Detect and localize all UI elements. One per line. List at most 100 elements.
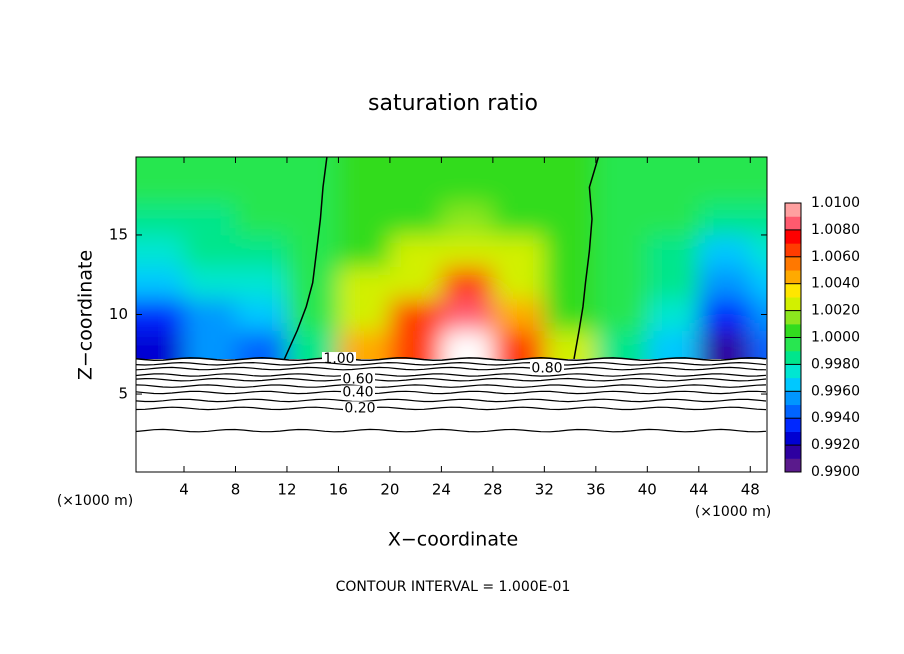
field-cell [441, 298, 494, 331]
field-cell [698, 234, 751, 268]
field-cell [389, 203, 442, 236]
field-cell [235, 234, 288, 268]
contour-label: 0.40 [342, 384, 373, 400]
colorbar-box [785, 377, 801, 392]
field-cell [184, 203, 236, 236]
field-cell [136, 171, 185, 204]
field-cell [647, 234, 700, 268]
field-cell [750, 203, 767, 236]
colorbar-tick-label: 0.9980 [811, 356, 860, 372]
field-cell [492, 157, 545, 172]
contour-line [135, 361, 767, 366]
field-cell [136, 157, 185, 172]
field-cell [184, 266, 236, 300]
field-cell [544, 266, 597, 300]
colorbar-box [785, 364, 801, 379]
x-tick-label: 36 [586, 481, 605, 499]
contour-line [135, 377, 767, 382]
colorbar-box [785, 324, 801, 338]
x-tick-label: 20 [380, 481, 399, 499]
colorbar-box [785, 418, 801, 432]
field-cell [235, 330, 288, 360]
field-cell [647, 330, 700, 360]
colorbar-box [785, 256, 801, 271]
field-cell [338, 171, 391, 204]
y-axis-label: Z−coordinate [75, 250, 97, 380]
field-cell [595, 157, 648, 172]
colorbar-tick-label: 0.9920 [811, 437, 860, 453]
field-cell [595, 203, 648, 236]
colorbar-box [785, 310, 801, 325]
colorbar-tick-label: 1.0040 [811, 276, 860, 292]
field-cell [544, 330, 597, 360]
field-cell [698, 298, 751, 331]
field-cell [441, 171, 494, 204]
colorbar-tick-label: 0.9900 [811, 464, 860, 480]
chart-title: saturation ratio [368, 91, 538, 116]
colorbar-box [785, 445, 801, 459]
contour-label: 0.80 [531, 361, 562, 377]
contour-line [135, 373, 767, 377]
contour-line [135, 366, 767, 371]
field-cell [595, 234, 648, 268]
field-cell [441, 330, 494, 360]
field-cell [750, 330, 767, 360]
field-cell [136, 266, 185, 300]
field-cell [286, 298, 339, 331]
field-cell [286, 157, 339, 172]
colorbar-box [785, 458, 801, 473]
field-cell [750, 266, 767, 300]
field-cell [750, 234, 767, 268]
field-cell [389, 171, 442, 204]
x-tick-label: 40 [638, 481, 657, 499]
x-tick-label: 48 [741, 481, 760, 499]
field-cell [698, 157, 751, 172]
field-cell [338, 157, 391, 172]
colorbar-box [785, 203, 801, 217]
x-tick-label: 8 [231, 481, 241, 499]
field-cell [544, 203, 597, 236]
contour-line [135, 398, 767, 403]
x-axis-label: X−coordinate [388, 529, 518, 551]
contour-boundary [573, 156, 600, 360]
field-cell [647, 171, 700, 204]
y-tick-label: 10 [109, 305, 128, 323]
x-unit-left: (×1000 m) [57, 493, 133, 509]
contour-label-bg [341, 385, 375, 400]
colorbar-box [785, 216, 801, 231]
contour-label: 0.60 [342, 372, 373, 388]
contour-boundary [283, 156, 328, 360]
colorbar-tick-label: 1.0020 [811, 303, 860, 319]
field-cell [647, 203, 700, 236]
colorbar-box [785, 283, 801, 298]
field-cell [136, 298, 185, 331]
colorbar-box [785, 431, 801, 446]
field-cell [389, 330, 442, 360]
field-cells [136, 157, 767, 360]
field-layer [136, 157, 767, 360]
colorbar-box [785, 350, 801, 365]
contour-line [135, 428, 767, 433]
colorbar-tick-label: 1.0080 [811, 222, 860, 238]
x-unit-right: (×1000 m) [695, 504, 771, 520]
field-cell [338, 203, 391, 236]
field-cell [492, 203, 545, 236]
field-cell [441, 266, 494, 300]
field-cell [750, 298, 767, 331]
x-tick-label: 12 [277, 481, 296, 499]
field-cell [647, 266, 700, 300]
field-cell [647, 298, 700, 331]
field-cell [235, 203, 288, 236]
colorbar-tick-label: 1.0100 [811, 195, 860, 211]
field-cell [441, 203, 494, 236]
colorbar-tick-label: 0.9940 [811, 410, 860, 426]
field-cell [235, 266, 288, 300]
y-tick-label: 15 [109, 225, 128, 243]
field-cell [750, 157, 767, 172]
x-tick-label: 44 [689, 481, 708, 499]
field-cell [698, 266, 751, 300]
field-cell [544, 298, 597, 331]
colorbar-box [785, 391, 801, 406]
field-cell [544, 157, 597, 172]
